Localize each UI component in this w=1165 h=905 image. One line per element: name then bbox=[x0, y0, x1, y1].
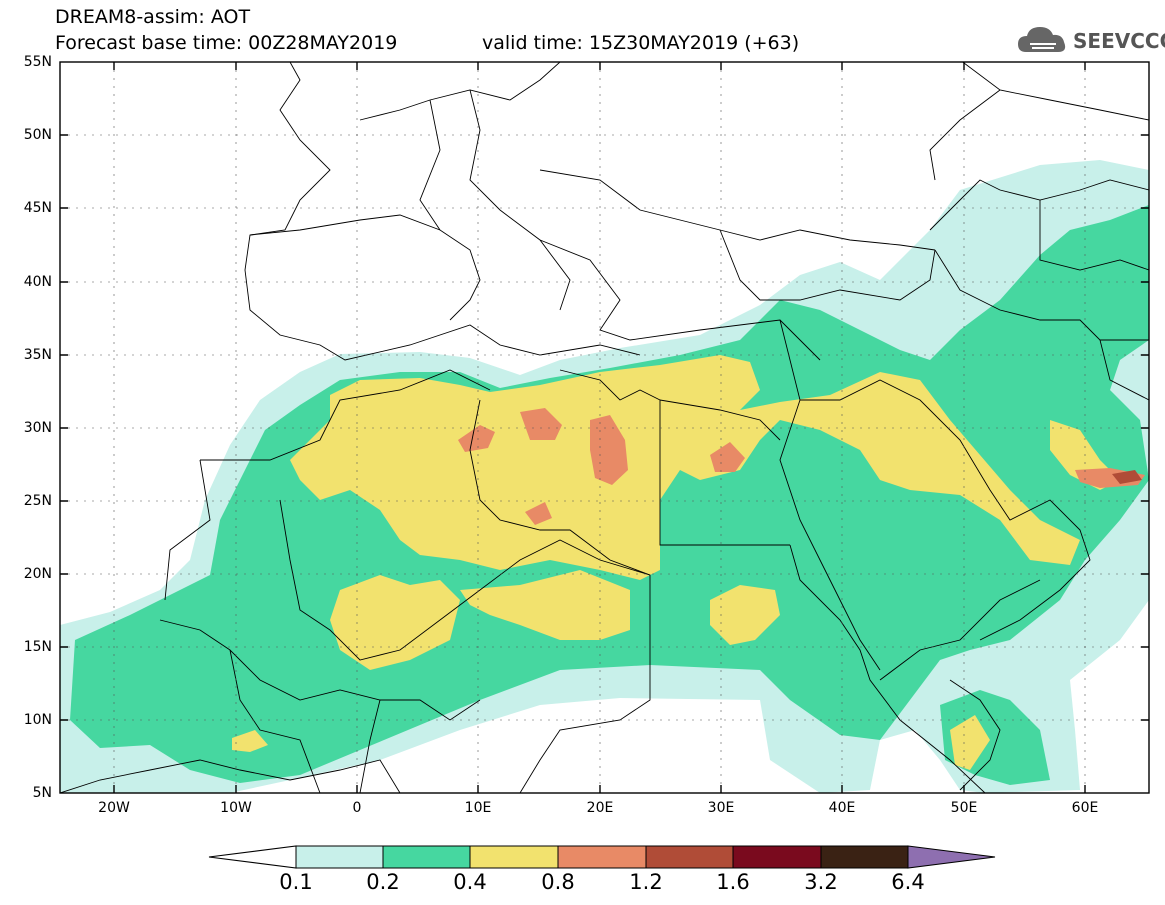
colorbar-swatch-0.8 bbox=[557, 845, 647, 869]
aot-contour-1.2 bbox=[1112, 470, 1142, 484]
lon-label: 20E bbox=[586, 800, 614, 816]
lon-label: 60E bbox=[1071, 800, 1099, 816]
lon-label: 40E bbox=[828, 800, 856, 816]
logo-text: SEEVCCC bbox=[1073, 29, 1165, 53]
colorbar-swatch-1.6 bbox=[732, 845, 822, 869]
lat-label: 55N bbox=[23, 54, 52, 70]
lat-label: 25N bbox=[23, 493, 52, 509]
lon-label: 10E bbox=[464, 800, 492, 816]
colorbar-under-triangle bbox=[208, 845, 297, 869]
colorbar-label: 1.6 bbox=[716, 870, 750, 894]
lat-label: 40N bbox=[23, 274, 52, 290]
colorbar-label: 6.4 bbox=[891, 870, 925, 894]
lat-label: 15N bbox=[23, 639, 52, 655]
graticule bbox=[60, 62, 1149, 793]
valid-time: valid time: 15Z30MAY2019 (+63) bbox=[482, 32, 800, 54]
colorbar-label: 0.1 bbox=[279, 870, 313, 894]
colorbar-label: 0.2 bbox=[366, 870, 400, 894]
colorbar-label: 1.2 bbox=[629, 870, 663, 894]
aot-contour-0.4 bbox=[232, 355, 1120, 770]
lat-label: 45N bbox=[23, 200, 52, 216]
colorbar-label: 3.2 bbox=[804, 870, 838, 894]
lat-label: 50N bbox=[23, 127, 52, 143]
aot-contour-0.8 bbox=[458, 408, 1145, 525]
colorbar-swatch-0.4 bbox=[469, 845, 559, 869]
cloud-logo-icon bbox=[1018, 27, 1066, 52]
lat-label: 35N bbox=[23, 347, 52, 363]
lon-label: 50E bbox=[950, 800, 978, 816]
lat-label: 30N bbox=[23, 420, 52, 436]
aot-contour-field bbox=[60, 160, 1149, 793]
lon-label: 30E bbox=[707, 800, 735, 816]
seevccc-logo: SEEVCCC bbox=[1016, 22, 1165, 58]
colorbar-label: 0.4 bbox=[453, 870, 487, 894]
map-frame bbox=[59, 61, 1150, 794]
colorbar-swatch-1.2 bbox=[645, 845, 734, 869]
lat-label: 10N bbox=[23, 712, 52, 728]
colorbar bbox=[208, 845, 996, 869]
lat-label: 20N bbox=[23, 566, 52, 582]
lat-label: 5N bbox=[32, 785, 52, 801]
colorbar-swatch-0.2 bbox=[382, 845, 471, 869]
colorbar-label: 0.8 bbox=[541, 870, 575, 894]
colorbar-swatch-3.2 bbox=[820, 845, 909, 869]
lon-label: 0 bbox=[352, 800, 362, 816]
country-borders bbox=[60, 62, 1149, 793]
map-title: DREAM8-assim: AOT bbox=[55, 6, 251, 28]
colorbar-over-triangle bbox=[907, 845, 996, 869]
lon-label: 10W bbox=[220, 800, 252, 816]
colorbar-swatch-0.1 bbox=[295, 845, 384, 869]
forecast-base-time: Forecast base time: 00Z28MAY2019 bbox=[55, 32, 398, 54]
lon-label: 20W bbox=[98, 800, 130, 816]
